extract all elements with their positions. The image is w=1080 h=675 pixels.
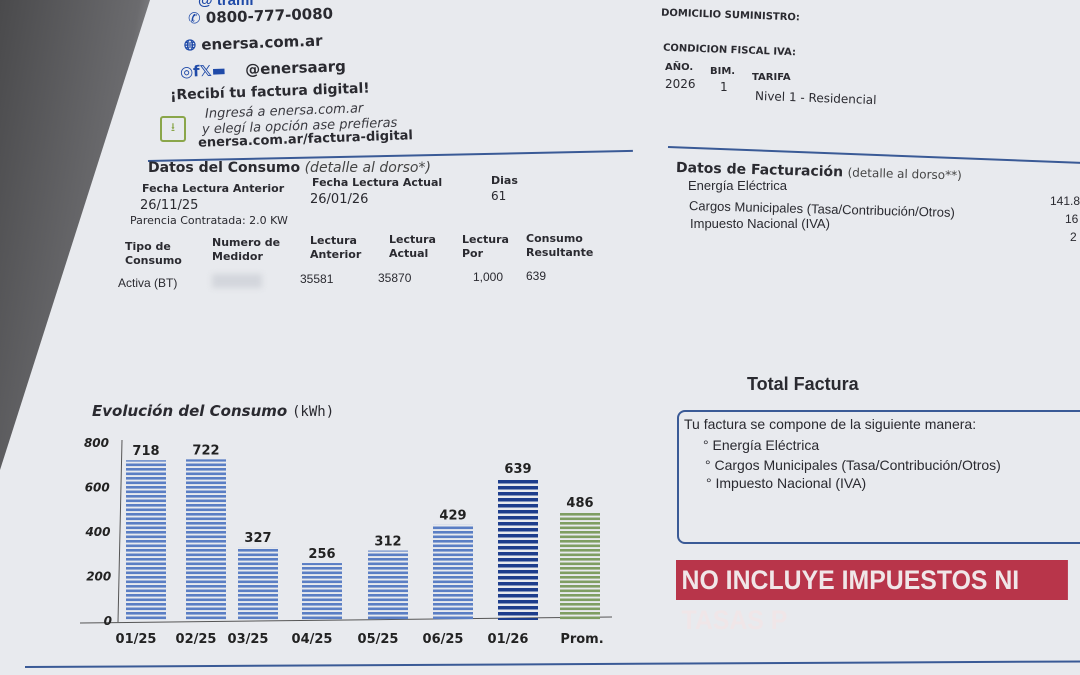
x-tick-label: 02/25	[176, 632, 217, 647]
bar-value-label: 429	[439, 509, 466, 524]
header-medidor: Numero de Medidor	[212, 236, 281, 263]
bar-value-label: 639	[504, 462, 531, 477]
total-bullet: ° Impuesto Nacional (IVA)	[706, 475, 867, 491]
header-lectura-por: Lectura Por	[462, 233, 509, 260]
facturacion-item-label: Impuesto Nacional (IVA)	[690, 216, 830, 231]
cell-consumo: 639	[526, 269, 547, 283]
header-tipo: Tipo de Consumo	[125, 240, 182, 267]
cell-tipo: Activa (BT)	[118, 276, 178, 290]
x-tick-label: 05/25	[358, 632, 399, 647]
fecha-actual: 26/01/26	[310, 192, 369, 207]
bar-value-label: 486	[566, 496, 593, 511]
bar-value-label: 312	[374, 535, 401, 550]
facturacion-item-value: 141.8	[1050, 194, 1080, 208]
dias-label: Dias	[491, 174, 518, 187]
x-tick-label: Prom.	[560, 632, 603, 647]
total-intro: Tu factura se compone de la siguiente ma…	[684, 416, 977, 432]
y-axis	[117, 439, 123, 623]
chart-title: Evolución del Consumo	[92, 402, 288, 420]
chart-heading: Evolución del Consumo (kWh)	[92, 402, 334, 420]
bullet-text: Impuesto Nacional (IVA)	[715, 475, 867, 491]
email-partial: trami	[216, 0, 254, 9]
fecha-actual-label: Fecha Lectura Actual	[312, 176, 443, 189]
redacted-meter-number	[212, 274, 262, 288]
bim-label: BIM.	[710, 66, 736, 77]
x-tick-label: 06/25	[423, 632, 464, 647]
bullet-text: Cargos Municipales (Tasa/Contribución/Ot…	[714, 457, 1001, 473]
y-tick-label: 0	[104, 614, 112, 628]
bar	[560, 511, 600, 620]
bar-value-label: 327	[244, 531, 271, 546]
bar	[186, 459, 226, 620]
cell-lectura-por: 1,000	[473, 270, 504, 284]
facturacion-item-value: 16	[1065, 212, 1079, 226]
bim-value: 1	[720, 80, 728, 94]
cell-lectura-anterior: 35581	[300, 272, 334, 286]
facturacion-item-value: 2	[1070, 230, 1077, 244]
bar-value-label: 256	[308, 547, 335, 562]
email-line: @ trami	[198, 0, 254, 9]
cell-lectura-actual: 35870	[378, 271, 412, 285]
header-lectura-actual: Lectura Actual	[389, 233, 436, 260]
facturacion-item-label: Energía Eléctrica	[688, 178, 787, 193]
consumo-heading: Datos del Consumo (detalle al dorso*)	[148, 160, 431, 176]
bar	[498, 477, 538, 620]
bar	[126, 460, 166, 620]
header-lectura-anterior: Lectura Anterior	[310, 234, 362, 261]
at-icon: @	[198, 0, 213, 9]
y-tick-label: 600	[85, 481, 110, 495]
chart-unit: (kWh)	[291, 404, 335, 420]
total-bullet: ° Energía Eléctrica	[703, 437, 820, 453]
bar	[238, 547, 278, 620]
bar	[433, 524, 473, 620]
bullet-text: Energía Eléctrica	[712, 437, 820, 453]
bar	[302, 563, 342, 620]
document-icon: ⭳	[160, 116, 186, 142]
bar	[368, 550, 408, 620]
bar-value-label: 718	[132, 444, 159, 459]
x-tick-label: 03/25	[228, 632, 269, 647]
x-tick-label: 04/25	[292, 632, 333, 647]
bar-value-label: 722	[192, 443, 219, 458]
header-consumo: Consumo Resultante	[526, 232, 594, 259]
x-tick-label: 01/26	[488, 632, 529, 647]
y-tick-label: 200	[86, 570, 111, 584]
tarifa-label: TARIFA	[752, 72, 791, 83]
year-value: 2026	[665, 77, 696, 91]
total-bullet: ° Cargos Municipales (Tasa/Contribución/…	[705, 457, 1001, 473]
y-tick-label: 400	[84, 525, 110, 539]
taxes-warning-banner: NO INCLUYE IMPUESTOS NI TASAS P	[676, 560, 1068, 635]
total-title: Total Factura	[747, 374, 859, 394]
x-tick-label: 01/25	[116, 632, 157, 647]
dias-value: 61	[491, 189, 507, 203]
consumo-subtitle: (detalle al dorso*)	[304, 160, 431, 176]
y-tick-label: 800	[84, 436, 109, 450]
fecha-anterior: 26/11/25	[140, 198, 199, 213]
fecha-anterior-label: Fecha Lectura Anterior	[142, 182, 285, 195]
consumo-title: Datos del Consumo	[148, 160, 301, 176]
potencia-contratada: Parencia Contratada: 2.0 KW	[130, 214, 288, 227]
year-label: AÑO.	[665, 62, 694, 73]
total-breakdown-box	[677, 410, 1080, 544]
